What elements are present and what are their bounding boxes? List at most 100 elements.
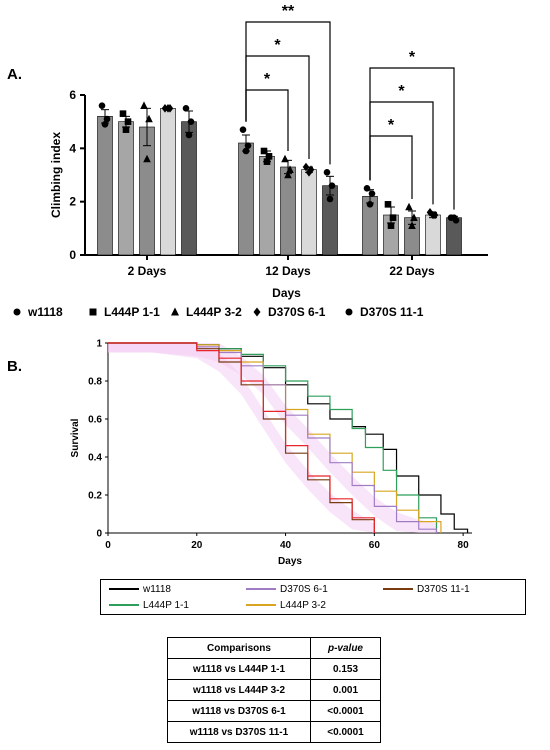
survival-curve [108,342,375,533]
bar [118,121,134,256]
table-header-row: Comparisons p-value [167,637,381,659]
data-point [328,182,336,189]
data-point [326,195,334,203]
x-axis-label: Days [272,286,301,300]
legend-label: L444P 1-1 [104,305,160,319]
data-point [122,126,130,133]
data-point [253,307,261,317]
significance-label: * [274,37,281,54]
data-point [103,115,111,123]
data-point [368,190,376,197]
legend-item-d370s-11-1: D370S 11-1 [383,583,470,597]
x-tick-label: 20 [191,540,203,551]
table-row: w1118 vs D370S 6-1 <0.0001 [167,700,381,722]
y-tick-label: 0.4 [88,453,102,464]
legend-label: D370S 6-1 [268,305,326,319]
data-point [119,110,127,117]
legend-item: D370S 6-1 [253,305,326,319]
legend-item: D370S 11-1 [345,305,424,319]
legend-swatch [109,604,139,607]
survival-curve [108,342,438,533]
y-tick-label: 2 [69,195,76,209]
confidence-band [108,343,375,533]
bar [259,156,275,256]
data-point [98,102,106,109]
survival-legend: w1118 D370S 6-1 D370S 11-1 L444P 1-1 L44… [100,579,526,615]
bar [280,166,296,256]
p-value-cell: <0.0001 [310,700,381,722]
legend-item-w1118: w1118 [109,583,171,597]
data-point [410,213,418,221]
y-tick-label: 4 [69,141,76,155]
legend-swatch [109,588,139,591]
data-point [363,185,371,192]
legend-label: L444P 3-2 [280,600,326,611]
legend-item-l444p-1-1: L444P 1-1 [109,599,189,613]
legend-label: w1118 [143,584,171,595]
data-point [89,308,97,316]
data-point [405,202,413,211]
table-row: w1118 vs D370S 11-1 <0.0001 [167,721,381,743]
legend-swatch [246,588,276,591]
significance-label: * [388,117,395,134]
y-tick-label: 6 [69,88,76,102]
x-tick-label: 0 [105,540,111,551]
legend-label: D370S 6-1 [280,584,328,595]
data-point [182,105,190,112]
data-point [345,308,353,316]
legend-item-l444p-3-2: L444P 3-2 [246,599,326,613]
bar [97,116,113,256]
legend-label: w1118 [27,305,63,319]
data-point [366,201,374,208]
data-point [239,126,247,133]
y-tick-label: 1 [96,339,102,350]
survival-curve [108,342,469,533]
significance-bracket [245,89,289,151]
x-axis-label: Days [278,556,302,567]
p-value-cell: <0.0001 [310,721,381,743]
data-point [164,104,172,113]
y-tick-label: 0.6 [88,415,102,426]
data-point [143,154,151,163]
y-tick-label: 0 [69,248,76,262]
comparison-cell: w1118 vs D370S 6-1 [167,700,311,722]
data-point [429,210,437,220]
table-row: w1118 vs L444P 1-1 0.153 [167,658,381,680]
legend-swatch [246,604,276,607]
data-point [244,142,252,149]
legend-item: L444P 1-1 [89,305,160,319]
x-tick-label: 60 [369,540,381,551]
data-point [171,307,179,316]
comparisons-table: Comparisons p-value w1118 vs L444P 1-1 0… [167,637,381,743]
y-tick-label: 0.2 [88,491,102,502]
data-point [305,168,313,177]
panel-b-label: B. [7,358,22,375]
table-row: w1118 vs L444P 3-2 0.001 [167,679,381,701]
data-point [242,147,250,155]
data-point [281,154,289,163]
y-tick-label: 0 [96,529,102,540]
significance-bracket [369,135,413,199]
data-point [302,162,310,172]
data-point [263,158,271,165]
x-tick-label: 22 Days [389,264,435,278]
x-tick-label: 2 Days [128,264,167,278]
p-value-cell: 0.001 [310,679,381,701]
data-point [389,214,397,221]
significance-label: * [264,71,271,88]
data-point [387,222,395,229]
data-point [187,118,195,125]
significance-bracket [369,101,434,205]
climbing-index-chart: 0 2 4 6 Climbing index 2 Days 12 Days 22 Days Da… [13,3,488,319]
significance-label: * [409,49,416,66]
data-point [185,131,193,139]
data-point [384,201,392,208]
significance-bracket [245,55,310,159]
header-p-value: p-value [310,637,381,659]
legend-label: L444P 3-2 [186,305,242,319]
legend-label: D370S 11-1 [360,305,424,319]
y-tick-label: 0.8 [88,377,102,388]
data-point [284,170,292,179]
bar [181,121,197,256]
header-comparisons: Comparisons [167,637,311,659]
